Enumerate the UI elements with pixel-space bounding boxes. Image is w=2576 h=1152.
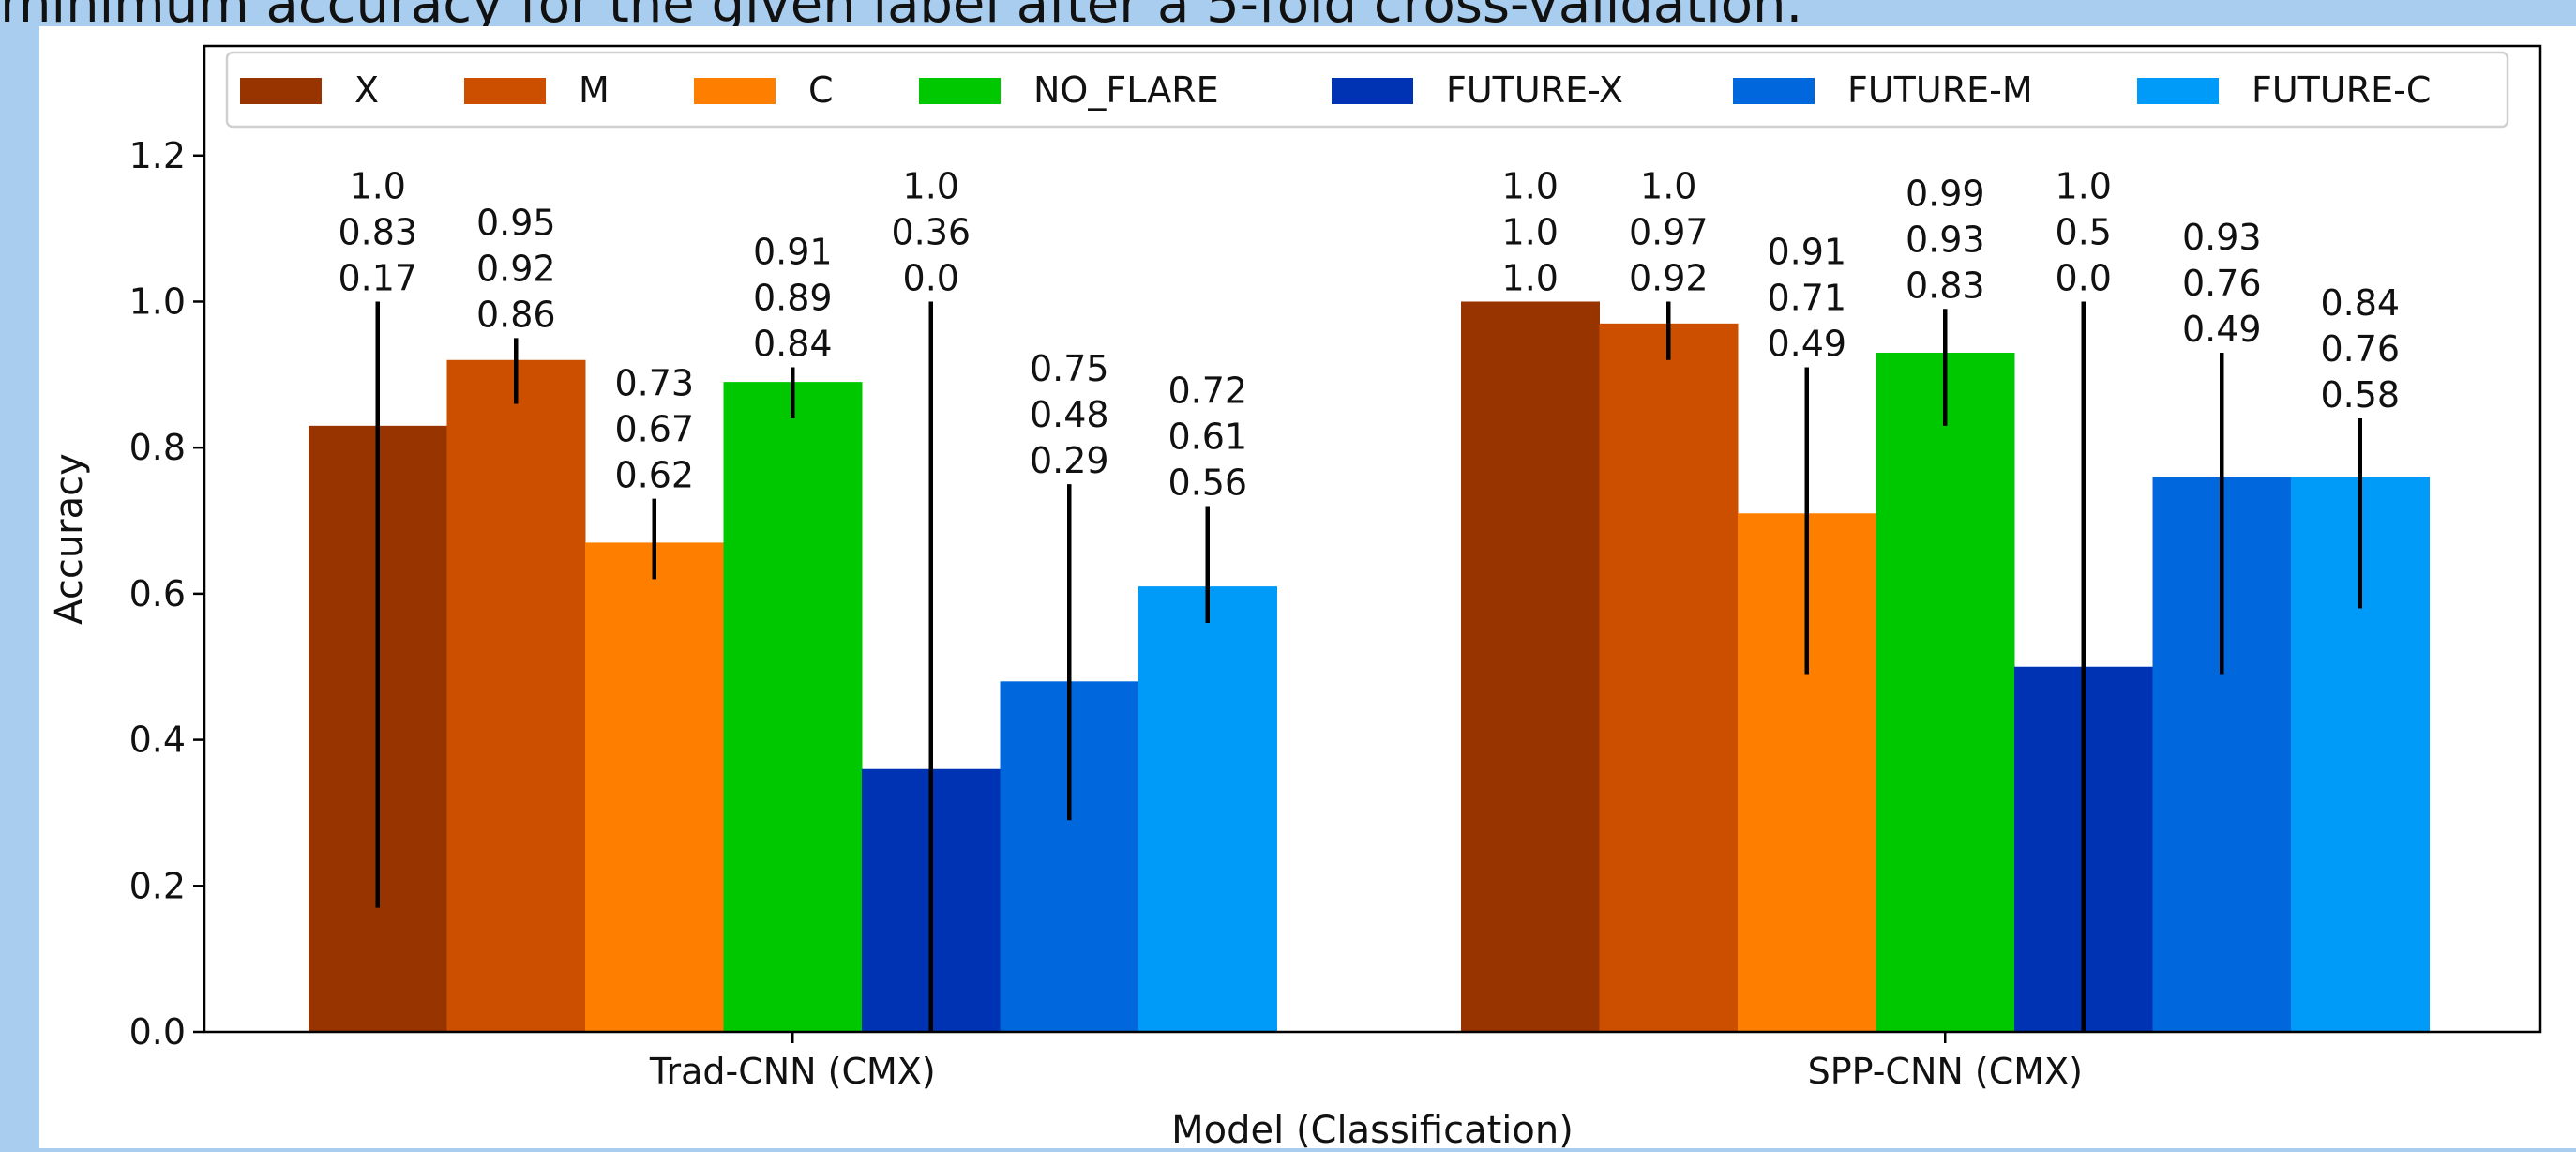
data-label: 0.29 <box>1030 440 1109 481</box>
data-label: 1.0 <box>1640 165 1696 206</box>
data-labels-layer: 1.0 0.83 0.17 0.95 0.92 0.86 0.73 0.67 0.62 0.91 0… <box>338 165 2400 503</box>
data-label: 0.99 <box>1906 173 1985 214</box>
axes-layer: Trad-CNN (CMX) SPP-CNN (CMX) 0.0 0.2 0.4 0.6 0… <box>48 44 2542 1152</box>
data-label: 0.91 <box>753 232 833 273</box>
plot-frame <box>203 44 2542 1034</box>
data-label: 0.76 <box>2320 328 2400 370</box>
legend-label-c: C <box>808 69 834 111</box>
y-tick-label: 0.2 <box>129 865 186 906</box>
data-label: 0.5 <box>2056 211 2112 252</box>
legend-swatch-no_flare <box>919 78 1001 104</box>
bar-m-1 <box>446 359 586 1033</box>
bar-m-2 <box>1599 323 1739 1032</box>
legend-swatch-x <box>240 78 322 104</box>
legend-swatch-m <box>464 78 546 104</box>
data-label: 0.83 <box>1906 265 1985 306</box>
data-label: 0.56 <box>1167 462 1247 503</box>
legend-label-future-c: FUTURE-C <box>2252 69 2431 111</box>
data-label: 0.97 <box>1629 211 1709 252</box>
data-label: 0.0 <box>903 257 959 298</box>
bar-no_flare-2 <box>1876 352 2015 1032</box>
data-label: 0.72 <box>1167 370 1247 411</box>
y-tick-label: 0.6 <box>129 573 186 614</box>
data-label: 0.84 <box>753 324 833 365</box>
legend-label-no_flare: NO_FLARE <box>1033 69 1219 111</box>
legend-swatch-c <box>694 78 776 104</box>
error-bars-layer <box>375 301 2362 1032</box>
bar-c-1 <box>585 542 724 1032</box>
bar-chart: 1.0 0.83 0.17 0.95 0.92 0.86 0.73 0.67 0.62 0.91 0… <box>48 44 2542 1152</box>
data-label: 0.93 <box>1906 219 1985 260</box>
x-tick-label: SPP-CNN (CMX) <box>1808 1051 2083 1092</box>
data-label: 1.0 <box>1502 257 1559 298</box>
legend-label-x: X <box>354 69 379 111</box>
legend-label-m: M <box>579 69 610 111</box>
legend-swatch-future-c <box>2137 78 2219 104</box>
data-label: 1.0 <box>1502 211 1559 252</box>
y-tick-label: 0.4 <box>129 720 186 761</box>
data-label: 0.67 <box>614 409 694 450</box>
data-label: 0.92 <box>1629 257 1709 298</box>
legend-label-future-m: FUTURE-M <box>1847 69 2033 111</box>
data-label: 0.73 <box>614 363 694 404</box>
y-tick-label: 0.8 <box>129 427 186 468</box>
legend-swatch-future-m <box>1733 78 1815 104</box>
data-label: 0.91 <box>1767 232 1846 273</box>
data-label: 0.71 <box>1767 278 1846 319</box>
bar-future-c-1 <box>1138 586 1277 1032</box>
x-axis-label: Model (Classification) <box>1171 1109 1574 1148</box>
data-label: 0.36 <box>891 211 971 252</box>
data-label: 0.49 <box>2182 309 2262 350</box>
data-label: 1.0 <box>903 165 959 206</box>
data-label: 1.0 <box>350 165 406 206</box>
data-label: 0.83 <box>338 211 417 252</box>
y-tick-label: 0.0 <box>129 1011 186 1053</box>
x-tick-label: Trad-CNN (CMX) <box>649 1051 936 1092</box>
data-label: 0.0 <box>2056 257 2112 298</box>
data-label: 0.84 <box>2320 282 2400 324</box>
data-label: 0.75 <box>1030 348 1109 389</box>
data-label: 1.0 <box>2056 165 2112 206</box>
y-tick-label: 1.0 <box>129 280 186 322</box>
data-label: 0.48 <box>1030 394 1109 435</box>
bar-x-2 <box>1461 301 1600 1033</box>
bar-no_flare-1 <box>723 382 863 1032</box>
legend: X M C NO_FLARE FUTURE-X FUTURE-M FUTURE-C <box>225 51 2509 129</box>
data-label: 0.61 <box>1167 416 1247 457</box>
chart-panel: 1.0 0.83 0.17 0.95 0.92 0.86 0.73 0.67 0.62 0.91 0… <box>39 26 2576 1152</box>
data-label: 0.17 <box>338 257 417 298</box>
data-label: 0.93 <box>2182 217 2262 258</box>
data-label: 0.89 <box>753 278 833 319</box>
y-axis-label: Accuracy <box>48 453 91 625</box>
data-label: 0.92 <box>476 248 556 289</box>
data-label: 0.76 <box>2182 263 2262 304</box>
data-label: 0.86 <box>476 294 556 335</box>
data-label: 0.49 <box>1767 324 1846 365</box>
legend-label-future-x: FUTURE-X <box>1446 69 1623 111</box>
y-tick-label: 1.2 <box>129 135 186 176</box>
data-label: 0.62 <box>614 455 694 496</box>
data-label: 0.58 <box>2320 374 2400 416</box>
data-label: 1.0 <box>1502 165 1559 206</box>
data-label: 0.95 <box>476 202 556 243</box>
legend-swatch-future-x <box>1332 78 1413 104</box>
